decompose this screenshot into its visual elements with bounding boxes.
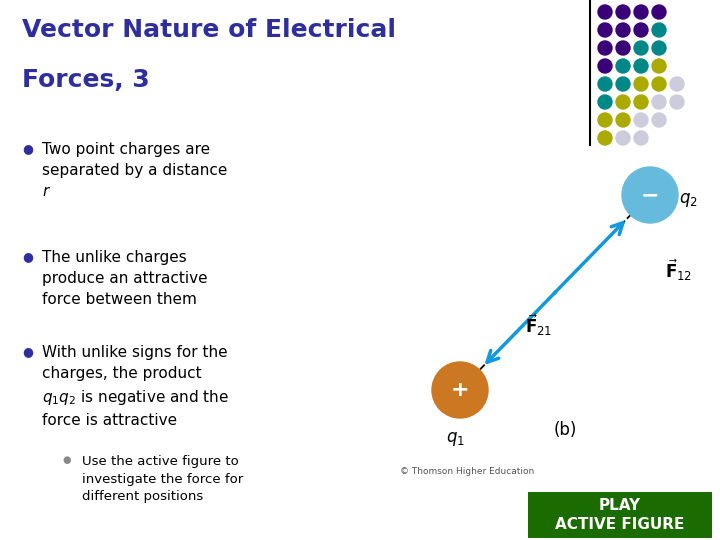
Circle shape <box>616 59 630 73</box>
Circle shape <box>652 113 666 127</box>
Circle shape <box>634 131 648 145</box>
Circle shape <box>616 5 630 19</box>
Text: The unlike charges
produce an attractive
force between them: The unlike charges produce an attractive… <box>42 250 207 307</box>
Text: $q_2$: $q_2$ <box>678 191 698 209</box>
Circle shape <box>634 95 648 109</box>
Text: Forces, 3: Forces, 3 <box>22 68 150 92</box>
Text: Use the active figure to
investigate the force for
different positions: Use the active figure to investigate the… <box>82 455 243 503</box>
Circle shape <box>616 95 630 109</box>
Text: +: + <box>451 380 469 400</box>
Circle shape <box>598 113 612 127</box>
Circle shape <box>598 41 612 55</box>
Circle shape <box>652 59 666 73</box>
Circle shape <box>598 131 612 145</box>
Text: ●: ● <box>22 250 33 263</box>
Text: $q_1$: $q_1$ <box>446 430 464 448</box>
Text: ●: ● <box>62 455 71 465</box>
Circle shape <box>652 5 666 19</box>
Circle shape <box>598 77 612 91</box>
Circle shape <box>598 5 612 19</box>
Text: $\vec{\mathbf{F}}_{12}$: $\vec{\mathbf{F}}_{12}$ <box>665 257 692 283</box>
Text: With unlike signs for the
charges, the product
$q_1q_2$ is negative and the
forc: With unlike signs for the charges, the p… <box>42 345 229 428</box>
Circle shape <box>598 95 612 109</box>
Circle shape <box>634 113 648 127</box>
Text: © Thomson Higher Education: © Thomson Higher Education <box>400 467 534 476</box>
Circle shape <box>652 41 666 55</box>
Circle shape <box>616 41 630 55</box>
Text: Two point charges are
separated by a distance
$r$: Two point charges are separated by a dis… <box>42 142 228 199</box>
Circle shape <box>432 362 488 418</box>
Circle shape <box>652 95 666 109</box>
Circle shape <box>670 77 684 91</box>
Circle shape <box>652 77 666 91</box>
Circle shape <box>616 113 630 127</box>
Circle shape <box>652 23 666 37</box>
Circle shape <box>670 95 684 109</box>
Circle shape <box>622 167 678 223</box>
Circle shape <box>634 23 648 37</box>
Circle shape <box>616 77 630 91</box>
Circle shape <box>634 41 648 55</box>
Text: Vector Nature of Electrical: Vector Nature of Electrical <box>22 18 396 42</box>
Circle shape <box>634 77 648 91</box>
Text: (b): (b) <box>553 421 577 439</box>
FancyBboxPatch shape <box>528 492 712 538</box>
Text: −: − <box>641 185 660 205</box>
Text: ●: ● <box>22 142 33 155</box>
Circle shape <box>598 59 612 73</box>
Circle shape <box>616 131 630 145</box>
Circle shape <box>634 5 648 19</box>
Circle shape <box>616 23 630 37</box>
Text: PLAY
ACTIVE FIGURE: PLAY ACTIVE FIGURE <box>555 498 685 532</box>
Circle shape <box>598 23 612 37</box>
Text: $\vec{\mathbf{F}}_{21}$: $\vec{\mathbf{F}}_{21}$ <box>525 312 552 338</box>
Circle shape <box>634 59 648 73</box>
Text: ●: ● <box>22 345 33 358</box>
